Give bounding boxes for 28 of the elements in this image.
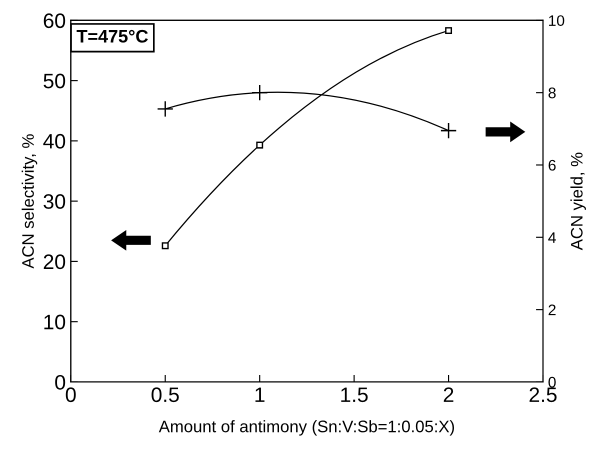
point (445, 27, 452, 34)
y-tick-label: 40 (43, 134, 66, 149)
y-tick-label: 10 (44, 314, 66, 330)
y2-tick-label: 2 (548, 304, 556, 316)
y-tick-label: 50 (44, 74, 66, 88)
y2-tick-label: 6 (548, 160, 556, 171)
point (440, 122, 457, 139)
y-tick-label: 0 (55, 374, 66, 390)
point (156, 100, 174, 118)
x-tick-label: 0.5 (152, 387, 179, 402)
y2-axis-title: ACN yield, % (570, 152, 586, 250)
y2-tick-label: 4 (548, 232, 556, 243)
y-axis-title: ACN selectivity, % (22, 134, 38, 269)
x-tick-label: 1.5 (341, 388, 368, 402)
y-tick-label: 60 (44, 13, 66, 28)
x-tick-label: 1 (255, 388, 264, 402)
y-tick-label: 20 (44, 254, 66, 270)
y-tick-label: 30 (44, 194, 66, 209)
y2-tick-label: 10 (549, 15, 564, 26)
point (162, 242, 169, 250)
x-tick-label: 2 (444, 387, 454, 402)
y2-tick-label: 8 (548, 88, 556, 98)
x-tick-label: 2.5 (530, 387, 557, 402)
point (256, 142, 264, 149)
annotation: T=475°C (76, 30, 148, 43)
x-axis-title: Amount of antimony (Sn:V:Sb=1:0.05:X) (158, 420, 454, 436)
y2-tick-label: 0 (548, 376, 556, 388)
x-tick-label: 0 (66, 387, 76, 402)
